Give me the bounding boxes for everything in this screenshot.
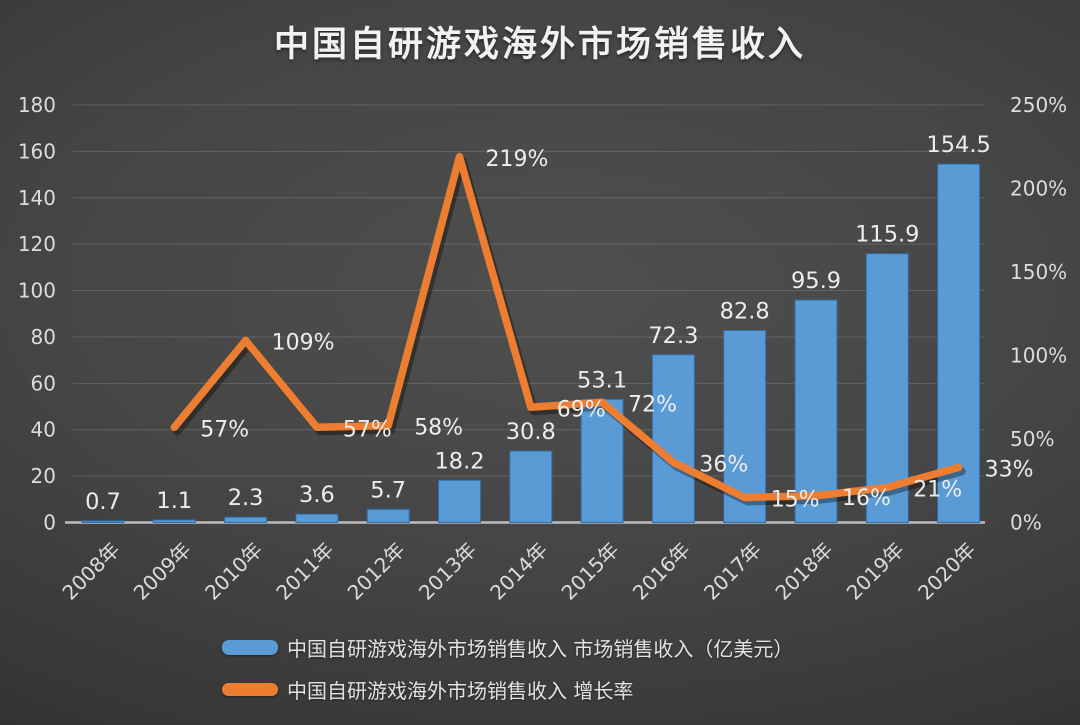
growth-value-label: 21%	[913, 477, 962, 502]
y-axis-tick: 120	[18, 232, 56, 256]
y-axis-tick: 180	[18, 93, 56, 117]
bar	[651, 354, 695, 523]
bar	[509, 450, 553, 523]
growth-value-label: 57%	[200, 417, 249, 442]
y-axis-tick: 100	[18, 279, 56, 303]
bar-value-label: 53.1	[577, 367, 627, 393]
x-axis-label: 2010年	[200, 538, 267, 605]
bar-value-label: 115.9	[855, 222, 919, 248]
x-axis-label: 2013年	[414, 538, 481, 605]
x-axis-label: 2014年	[485, 538, 552, 605]
y-axis-tick: 40	[31, 418, 56, 442]
x-axis-label: 2019年	[842, 538, 909, 605]
bar-value-label: 72.3	[648, 323, 698, 349]
y-axis-tick: 160	[18, 139, 56, 163]
bar	[81, 520, 125, 524]
x-axis-label: 2017年	[699, 538, 766, 605]
line-series-swatch	[222, 683, 278, 696]
growth-value-label: 57%	[343, 417, 392, 442]
bar-value-label: 0.7	[85, 489, 121, 515]
bar	[224, 516, 268, 524]
growth-value-label: 15%	[771, 487, 820, 512]
x-axis-label: 2018年	[770, 538, 837, 605]
bar-value-label: 3.6	[299, 482, 335, 508]
y2-axis-tick: 250%	[1010, 93, 1067, 117]
bar-value-label: 5.7	[370, 477, 406, 503]
y-axis-tick: 80	[31, 325, 56, 349]
growth-value-label: 109%	[272, 330, 335, 355]
x-axis-label: 2016年	[628, 538, 695, 605]
legend-item-revenue: 中国自研游戏海外市场销售收入 市场销售收入（亿美元）	[222, 633, 793, 662]
y-axis-tick: 0	[43, 511, 56, 535]
legend-item-growth: 中国自研游戏海外市场销售收入 增长率	[222, 675, 793, 704]
bar-value-label: 1.1	[156, 488, 192, 514]
y-axis-tick: 140	[18, 186, 56, 210]
bar	[152, 519, 196, 523]
bar	[865, 253, 909, 523]
growth-value-label: 36%	[699, 452, 748, 477]
y2-axis-tick: 150%	[1010, 260, 1067, 284]
bar	[794, 299, 838, 523]
y2-axis-tick: 50%	[1010, 427, 1054, 451]
bar-value-label: 30.8	[506, 419, 556, 445]
growth-line	[170, 153, 963, 502]
growth-value-label: 219%	[486, 147, 549, 172]
growth-value-label: 58%	[414, 416, 463, 441]
growth-value-label: 33%	[985, 457, 1034, 482]
legend: 中国自研游戏海外市场销售收入 市场销售收入（亿美元） 中国自研游戏海外市场销售收…	[222, 633, 793, 704]
x-axis-label: 2011年	[271, 538, 338, 605]
bar-series-swatch	[222, 640, 278, 655]
y2-axis-tick: 100%	[1010, 344, 1067, 368]
growth-value-label: 16%	[842, 486, 891, 511]
x-axis-label: 2020年	[913, 538, 980, 605]
bar-value-label: 95.9	[791, 268, 841, 294]
bar-value-label: 2.3	[228, 485, 264, 511]
x-axis-label: 2009年	[129, 538, 196, 605]
growth-value-label: 69%	[557, 397, 606, 422]
growth-value-label: 72%	[628, 392, 677, 417]
bar	[366, 508, 410, 524]
legend-label-growth: 中国自研游戏海外市场销售收入 增长率	[287, 679, 634, 703]
bar-value-label: 154.5	[926, 132, 990, 158]
x-axis-label: 2012年	[343, 538, 410, 605]
x-axis-label: 2015年	[557, 538, 624, 605]
y2-axis-tick: 0%	[1010, 511, 1042, 535]
chart-title: 中国自研游戏海外市场销售收入	[273, 24, 806, 65]
y-axis-tick: 20	[31, 464, 56, 488]
y-axis-tick: 60	[31, 371, 56, 395]
bar	[295, 513, 339, 524]
x-axis-label: 2008年	[57, 538, 124, 605]
bar-value-label: 18.2	[434, 448, 484, 474]
legend-label-revenue: 中国自研游戏海外市场销售收入 市场销售收入（亿美元）	[287, 637, 794, 661]
bar-value-label: 82.8	[720, 298, 770, 324]
bar	[937, 163, 981, 523]
y2-axis-tick: 200%	[1010, 177, 1067, 201]
bar	[580, 398, 624, 523]
bar	[438, 479, 481, 523]
